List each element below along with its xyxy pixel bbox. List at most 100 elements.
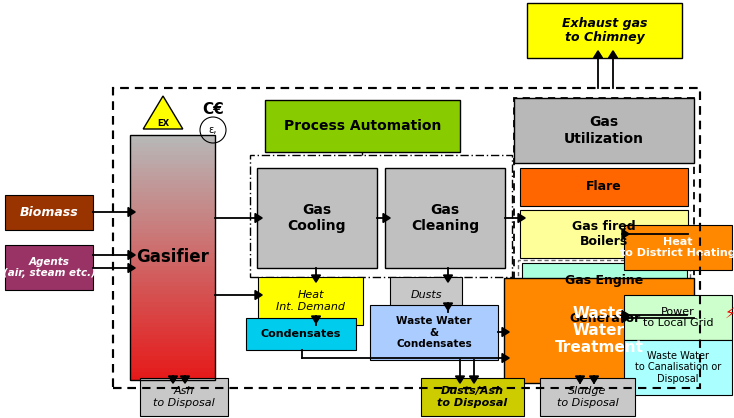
Bar — [130, 319, 215, 324]
Bar — [130, 331, 215, 336]
Bar — [130, 135, 215, 380]
Polygon shape — [470, 376, 479, 383]
Bar — [265, 100, 460, 152]
Bar — [130, 270, 215, 274]
Text: Gasifier: Gasifier — [136, 248, 209, 267]
Bar — [390, 277, 462, 312]
Text: Waste
Water
Treatment: Waste Water Treatment — [554, 306, 644, 355]
Bar — [130, 135, 215, 140]
Bar — [370, 305, 498, 360]
Bar — [624, 225, 732, 270]
Bar — [518, 260, 690, 342]
Bar — [540, 378, 635, 416]
Bar — [130, 155, 215, 160]
Bar — [130, 339, 215, 344]
Text: Sludge
to Disposal: Sludge to Disposal — [556, 386, 618, 408]
Bar — [130, 249, 215, 254]
Bar — [130, 176, 215, 181]
Polygon shape — [143, 96, 183, 129]
Bar — [130, 376, 215, 380]
Bar — [130, 306, 215, 311]
Text: Biomass: Biomass — [20, 206, 79, 219]
Bar — [130, 352, 215, 356]
Bar — [130, 233, 215, 237]
Bar — [527, 3, 682, 58]
Bar — [520, 210, 688, 258]
Bar — [130, 204, 215, 209]
Bar — [130, 196, 215, 201]
Bar — [130, 302, 215, 307]
Text: EX: EX — [157, 118, 169, 127]
Polygon shape — [622, 314, 629, 323]
Bar — [258, 277, 363, 325]
Bar — [520, 168, 688, 206]
Bar — [130, 192, 215, 197]
Bar — [130, 290, 215, 295]
Polygon shape — [181, 376, 189, 383]
Bar — [113, 88, 700, 388]
Text: C€: C€ — [202, 102, 224, 117]
Polygon shape — [502, 327, 509, 336]
Bar — [130, 209, 215, 213]
Text: Agents
(air, steam etc.): Agents (air, steam etc.) — [2, 257, 95, 278]
Bar — [130, 257, 215, 262]
Text: Dusts/Ash
to Disposal: Dusts/Ash to Disposal — [437, 386, 508, 408]
Text: ⚡: ⚡ — [724, 306, 734, 321]
Bar — [504, 278, 694, 383]
Bar — [130, 151, 215, 156]
Bar — [130, 347, 215, 352]
Text: ε,: ε, — [208, 125, 217, 135]
Bar — [130, 237, 215, 242]
Bar — [130, 184, 215, 189]
Bar — [421, 378, 524, 416]
Polygon shape — [589, 376, 598, 383]
Polygon shape — [456, 376, 465, 383]
Bar — [130, 335, 215, 340]
Bar — [130, 323, 215, 327]
Bar — [130, 200, 215, 205]
Bar — [250, 155, 512, 277]
Bar — [130, 160, 215, 164]
Bar — [385, 168, 505, 268]
Bar — [5, 195, 93, 230]
Text: Gas fired
Boilers: Gas fired Boilers — [573, 220, 636, 248]
Text: Waste Water
to Canalisation or
Disposal: Waste Water to Canalisation or Disposal — [635, 351, 721, 384]
Bar — [130, 241, 215, 246]
Polygon shape — [608, 51, 617, 58]
Polygon shape — [255, 291, 262, 300]
Bar — [130, 266, 215, 270]
Bar — [130, 147, 215, 152]
Bar — [130, 262, 215, 266]
Bar — [130, 355, 215, 360]
Polygon shape — [502, 354, 509, 362]
Bar — [5, 245, 93, 290]
Polygon shape — [622, 229, 629, 239]
Bar — [140, 378, 228, 416]
Bar — [130, 217, 215, 221]
Text: Dusts: Dusts — [410, 290, 442, 300]
Bar — [624, 295, 732, 340]
Bar — [130, 221, 215, 225]
Bar — [130, 286, 215, 291]
Polygon shape — [518, 214, 526, 222]
Polygon shape — [575, 376, 584, 383]
Bar — [113, 88, 700, 388]
Bar — [130, 343, 215, 348]
Bar — [130, 188, 215, 193]
Text: Exhaust gas
to Chimney: Exhaust gas to Chimney — [562, 16, 647, 44]
Text: Gas
Cooling: Gas Cooling — [288, 203, 346, 233]
Bar — [130, 282, 215, 287]
Bar — [130, 278, 215, 283]
Bar — [130, 327, 215, 331]
Bar — [130, 253, 215, 258]
Bar — [130, 245, 215, 250]
Polygon shape — [128, 207, 135, 217]
Bar — [130, 364, 215, 368]
Polygon shape — [255, 214, 262, 222]
Bar — [130, 298, 215, 303]
Bar — [130, 139, 215, 144]
Bar — [130, 168, 215, 172]
Text: Generator: Generator — [569, 313, 640, 326]
Bar — [130, 368, 215, 372]
Polygon shape — [311, 275, 321, 282]
